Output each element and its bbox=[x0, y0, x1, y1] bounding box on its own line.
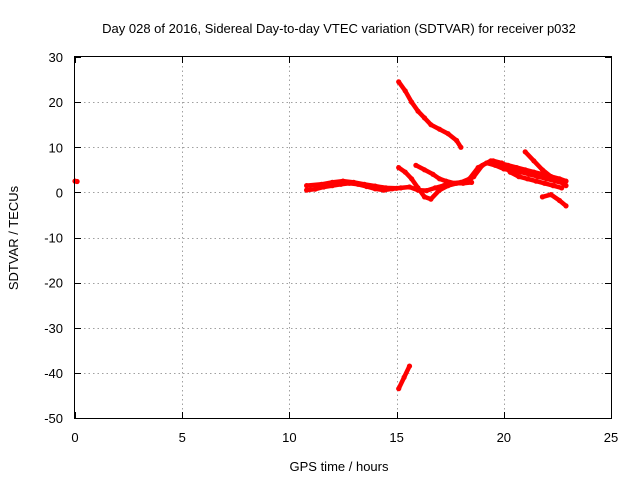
data-point bbox=[507, 169, 513, 175]
data-point bbox=[396, 165, 402, 171]
data-point bbox=[329, 179, 335, 185]
data-point bbox=[539, 167, 546, 173]
y-tick-label: -50 bbox=[44, 411, 63, 426]
data-point bbox=[319, 181, 325, 187]
y-tick-label: 0 bbox=[56, 185, 63, 200]
data-point bbox=[522, 167, 528, 173]
data-point bbox=[514, 165, 520, 171]
data-point bbox=[402, 88, 408, 94]
data-point bbox=[421, 167, 428, 173]
data-point bbox=[454, 137, 460, 144]
data-point bbox=[469, 179, 475, 185]
x-tick-label: 15 bbox=[389, 430, 403, 445]
data-point bbox=[340, 178, 346, 184]
plot-frame bbox=[74, 56, 612, 419]
data-point bbox=[304, 187, 310, 193]
data-point bbox=[445, 131, 451, 137]
data-point bbox=[409, 176, 415, 182]
data-point bbox=[304, 183, 310, 189]
x-tick-label: 5 bbox=[179, 430, 186, 445]
data-point bbox=[421, 194, 428, 200]
data-point bbox=[415, 108, 421, 114]
data-point bbox=[490, 158, 496, 164]
data-point bbox=[361, 181, 367, 187]
data-point bbox=[533, 178, 539, 184]
data-point bbox=[428, 122, 434, 128]
data-point bbox=[563, 203, 569, 209]
data-point bbox=[372, 183, 378, 189]
x-tick-label: 0 bbox=[71, 430, 78, 445]
data-point bbox=[559, 185, 565, 191]
x-tick-label: 20 bbox=[497, 430, 511, 445]
data-point bbox=[312, 186, 318, 192]
series-arc-4 bbox=[396, 79, 464, 150]
data-point bbox=[516, 174, 522, 180]
data-point bbox=[451, 180, 458, 186]
y-tick-label: 10 bbox=[49, 140, 63, 155]
data-point bbox=[421, 115, 428, 121]
data-point bbox=[396, 79, 402, 85]
data-point bbox=[499, 160, 505, 166]
y-tick-label: -20 bbox=[44, 276, 63, 291]
data-point bbox=[531, 169, 537, 175]
data-point bbox=[383, 185, 389, 191]
data-point bbox=[394, 185, 400, 191]
series-arc-6 bbox=[396, 158, 569, 202]
data-point bbox=[443, 178, 449, 184]
data-point bbox=[548, 192, 554, 198]
tick-labels: 0 5 10 15 20 25 -50 -40 -30 -20 -10 0 10 20 30 bbox=[44, 50, 618, 445]
y-axis-label: SDTVAR / TECUs bbox=[6, 185, 21, 290]
data-point bbox=[406, 184, 413, 190]
data-point bbox=[74, 178, 80, 185]
data-point bbox=[548, 174, 554, 180]
data-point bbox=[539, 194, 546, 200]
y-tick-label: 30 bbox=[49, 50, 63, 65]
data-point bbox=[415, 185, 421, 191]
x-tick-label: 25 bbox=[604, 430, 618, 445]
data-point bbox=[432, 185, 438, 191]
axis-ticks bbox=[75, 57, 612, 419]
data-point bbox=[413, 162, 419, 168]
data-point bbox=[471, 174, 477, 180]
data-point bbox=[428, 196, 434, 202]
y-tick-label: 20 bbox=[49, 95, 63, 110]
data-point bbox=[556, 178, 563, 184]
data-point bbox=[401, 374, 407, 380]
grid-lines bbox=[75, 57, 611, 418]
data-point bbox=[406, 363, 413, 369]
data-point bbox=[430, 171, 436, 177]
data-point bbox=[531, 158, 537, 164]
x-tick-label: 10 bbox=[282, 430, 296, 445]
x-axis-label: GPS time / hours bbox=[290, 459, 389, 474]
data-point bbox=[556, 197, 563, 204]
data-point bbox=[541, 180, 548, 186]
data-point bbox=[402, 169, 408, 175]
data-point bbox=[460, 180, 466, 186]
data-point bbox=[458, 144, 464, 150]
data-point bbox=[436, 126, 443, 132]
data-point bbox=[424, 188, 430, 194]
data-point bbox=[563, 183, 569, 189]
data-point bbox=[436, 187, 443, 193]
y-tick-label: -30 bbox=[44, 321, 63, 336]
data-point bbox=[351, 179, 357, 185]
data-point bbox=[479, 162, 485, 168]
series-arc-10 bbox=[540, 192, 569, 209]
data-point bbox=[409, 99, 415, 105]
data-point bbox=[522, 149, 528, 155]
data-point bbox=[396, 386, 402, 392]
data-point bbox=[550, 183, 556, 189]
data-point bbox=[398, 185, 404, 191]
chart-title: Day 028 of 2016, Sidereal Day-to-day VTE… bbox=[102, 21, 576, 36]
data-point bbox=[524, 176, 531, 182]
y-tick-label: -40 bbox=[44, 366, 63, 381]
data-point bbox=[436, 176, 443, 182]
data-series bbox=[72, 79, 569, 392]
y-tick-label: -10 bbox=[44, 231, 63, 246]
